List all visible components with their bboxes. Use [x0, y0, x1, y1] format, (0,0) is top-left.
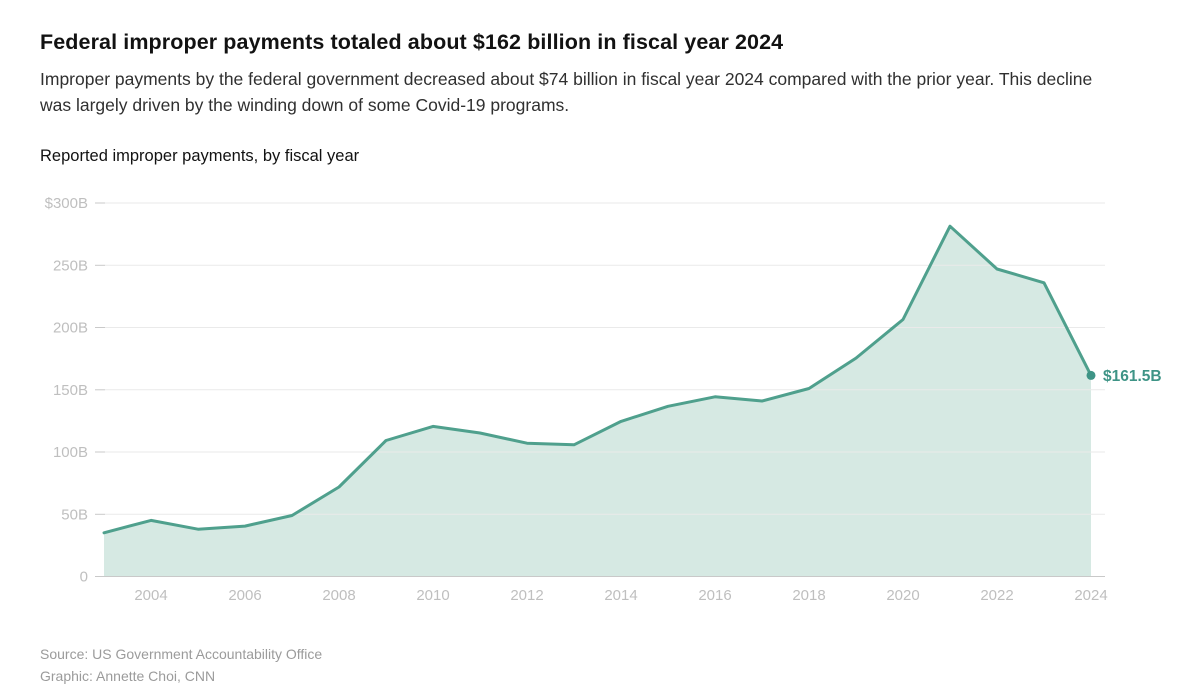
- x-axis-tick-label: 2020: [886, 587, 919, 604]
- area-fill: [104, 226, 1091, 577]
- x-axis-tick-label: 2004: [134, 587, 167, 604]
- chart-title: Reported improper payments, by fiscal ye…: [40, 147, 360, 165]
- x-axis-tick-label: 2012: [510, 587, 543, 604]
- x-axis-tick-label: 2016: [698, 587, 731, 604]
- page-subtitle: Improper payments by the federal governm…: [40, 69, 1093, 115]
- credit-line: Graphic: Annette Choi, CNN: [40, 668, 216, 684]
- y-axis-tick-label: 150B: [53, 382, 88, 399]
- x-axis-tick-label: 2018: [792, 587, 825, 604]
- page-title: Federal improper payments totaled about …: [40, 30, 784, 54]
- y-axis-tick-label: $300B: [45, 195, 88, 212]
- x-axis-tick-label: 2024: [1074, 587, 1107, 604]
- y-axis-tick-label: 100B: [53, 444, 88, 461]
- x-axis-tick-label: 2008: [322, 587, 355, 604]
- trend-line: [102, 224, 1093, 535]
- y-axis-tick-label: 0: [80, 569, 88, 586]
- x-axis-tick-label: 2010: [416, 587, 449, 604]
- x-axis-tick-label: 2006: [228, 587, 261, 604]
- x-axis-tick-label: 2014: [604, 587, 637, 604]
- endpoint-dot: [1086, 370, 1096, 380]
- y-axis-tick-label: 250B: [53, 257, 88, 274]
- endpoint-value-label: $161.5B: [1103, 368, 1162, 385]
- x-axis-tick-label: 2022: [980, 587, 1013, 604]
- y-axis-tick-label: 50B: [61, 506, 88, 523]
- source-line: Source: US Government Accountability Off…: [40, 646, 323, 662]
- y-axis-tick-label: 200B: [53, 320, 88, 337]
- source-credit: Source: US Government Accountability Off…: [40, 643, 322, 687]
